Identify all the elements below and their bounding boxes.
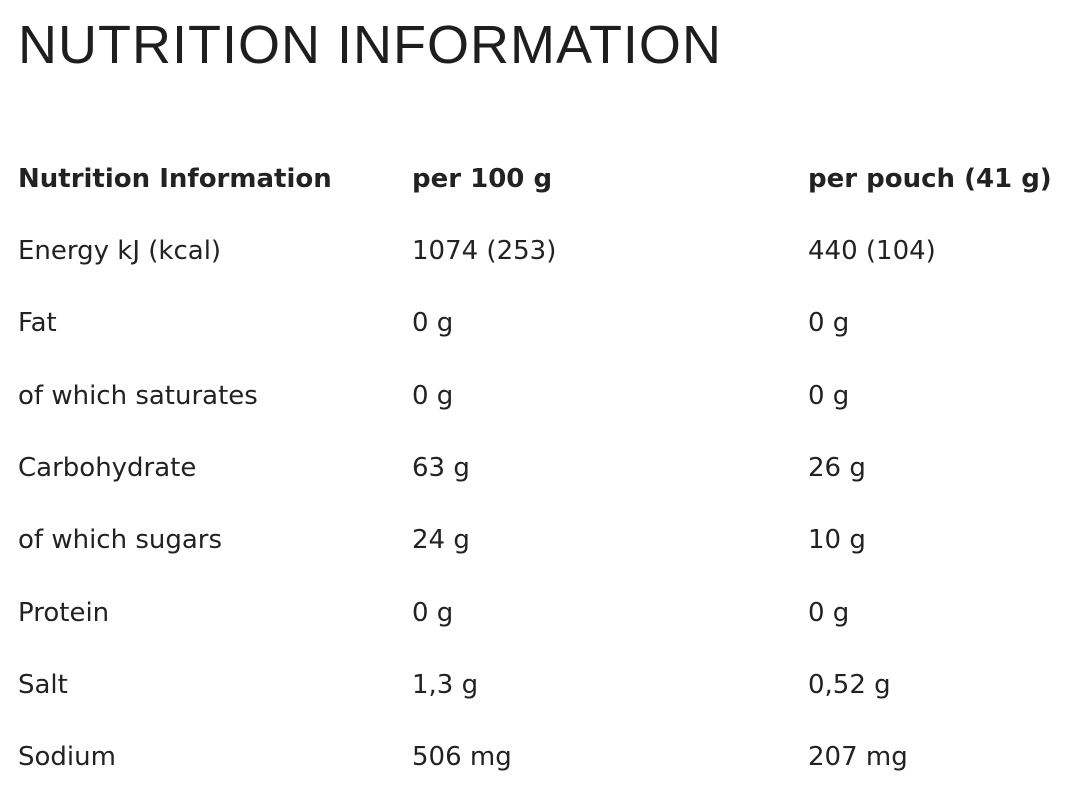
table-cell: 0 g: [808, 308, 850, 339]
table-cell: 10 g: [808, 525, 866, 556]
column-header: per 100 g: [412, 164, 553, 194]
table-cell: 0 g: [808, 597, 850, 628]
table-cell: 1074 (253): [412, 236, 557, 266]
table-cell: 0 g: [412, 380, 454, 411]
table-cell: 26 g: [808, 452, 866, 483]
title: NUTRITION INFORMATION: [18, 15, 722, 75]
table-cell: 0 g: [412, 308, 454, 339]
table-cell: Protein: [18, 597, 110, 628]
table-cell: Sodium: [18, 742, 116, 773]
table-cell: 207 mg: [808, 742, 908, 773]
table-cell: 0,52 g: [808, 669, 891, 700]
table-cell: 440 (104): [808, 236, 936, 266]
table-cell: 0 g: [808, 380, 850, 411]
table-cell: 506 mg: [412, 742, 512, 773]
column-header: per pouch (41 g): [808, 164, 1052, 194]
table-cell: Salt: [18, 669, 68, 700]
table-cell: 1,3 g: [412, 669, 479, 700]
table-cell: Carbohydrate: [18, 452, 197, 483]
table-cell: of which saturates: [18, 380, 258, 411]
table-cell: of which sugars: [18, 525, 223, 556]
table-cell: Fat: [18, 308, 57, 339]
table-cell: 24 g: [412, 525, 470, 556]
table-cell: Energy kJ (kcal): [18, 236, 222, 266]
table-cell: 63 g: [412, 452, 470, 483]
table-cell: 0 g: [412, 597, 454, 628]
column-header: Nutrition Information: [18, 164, 332, 194]
